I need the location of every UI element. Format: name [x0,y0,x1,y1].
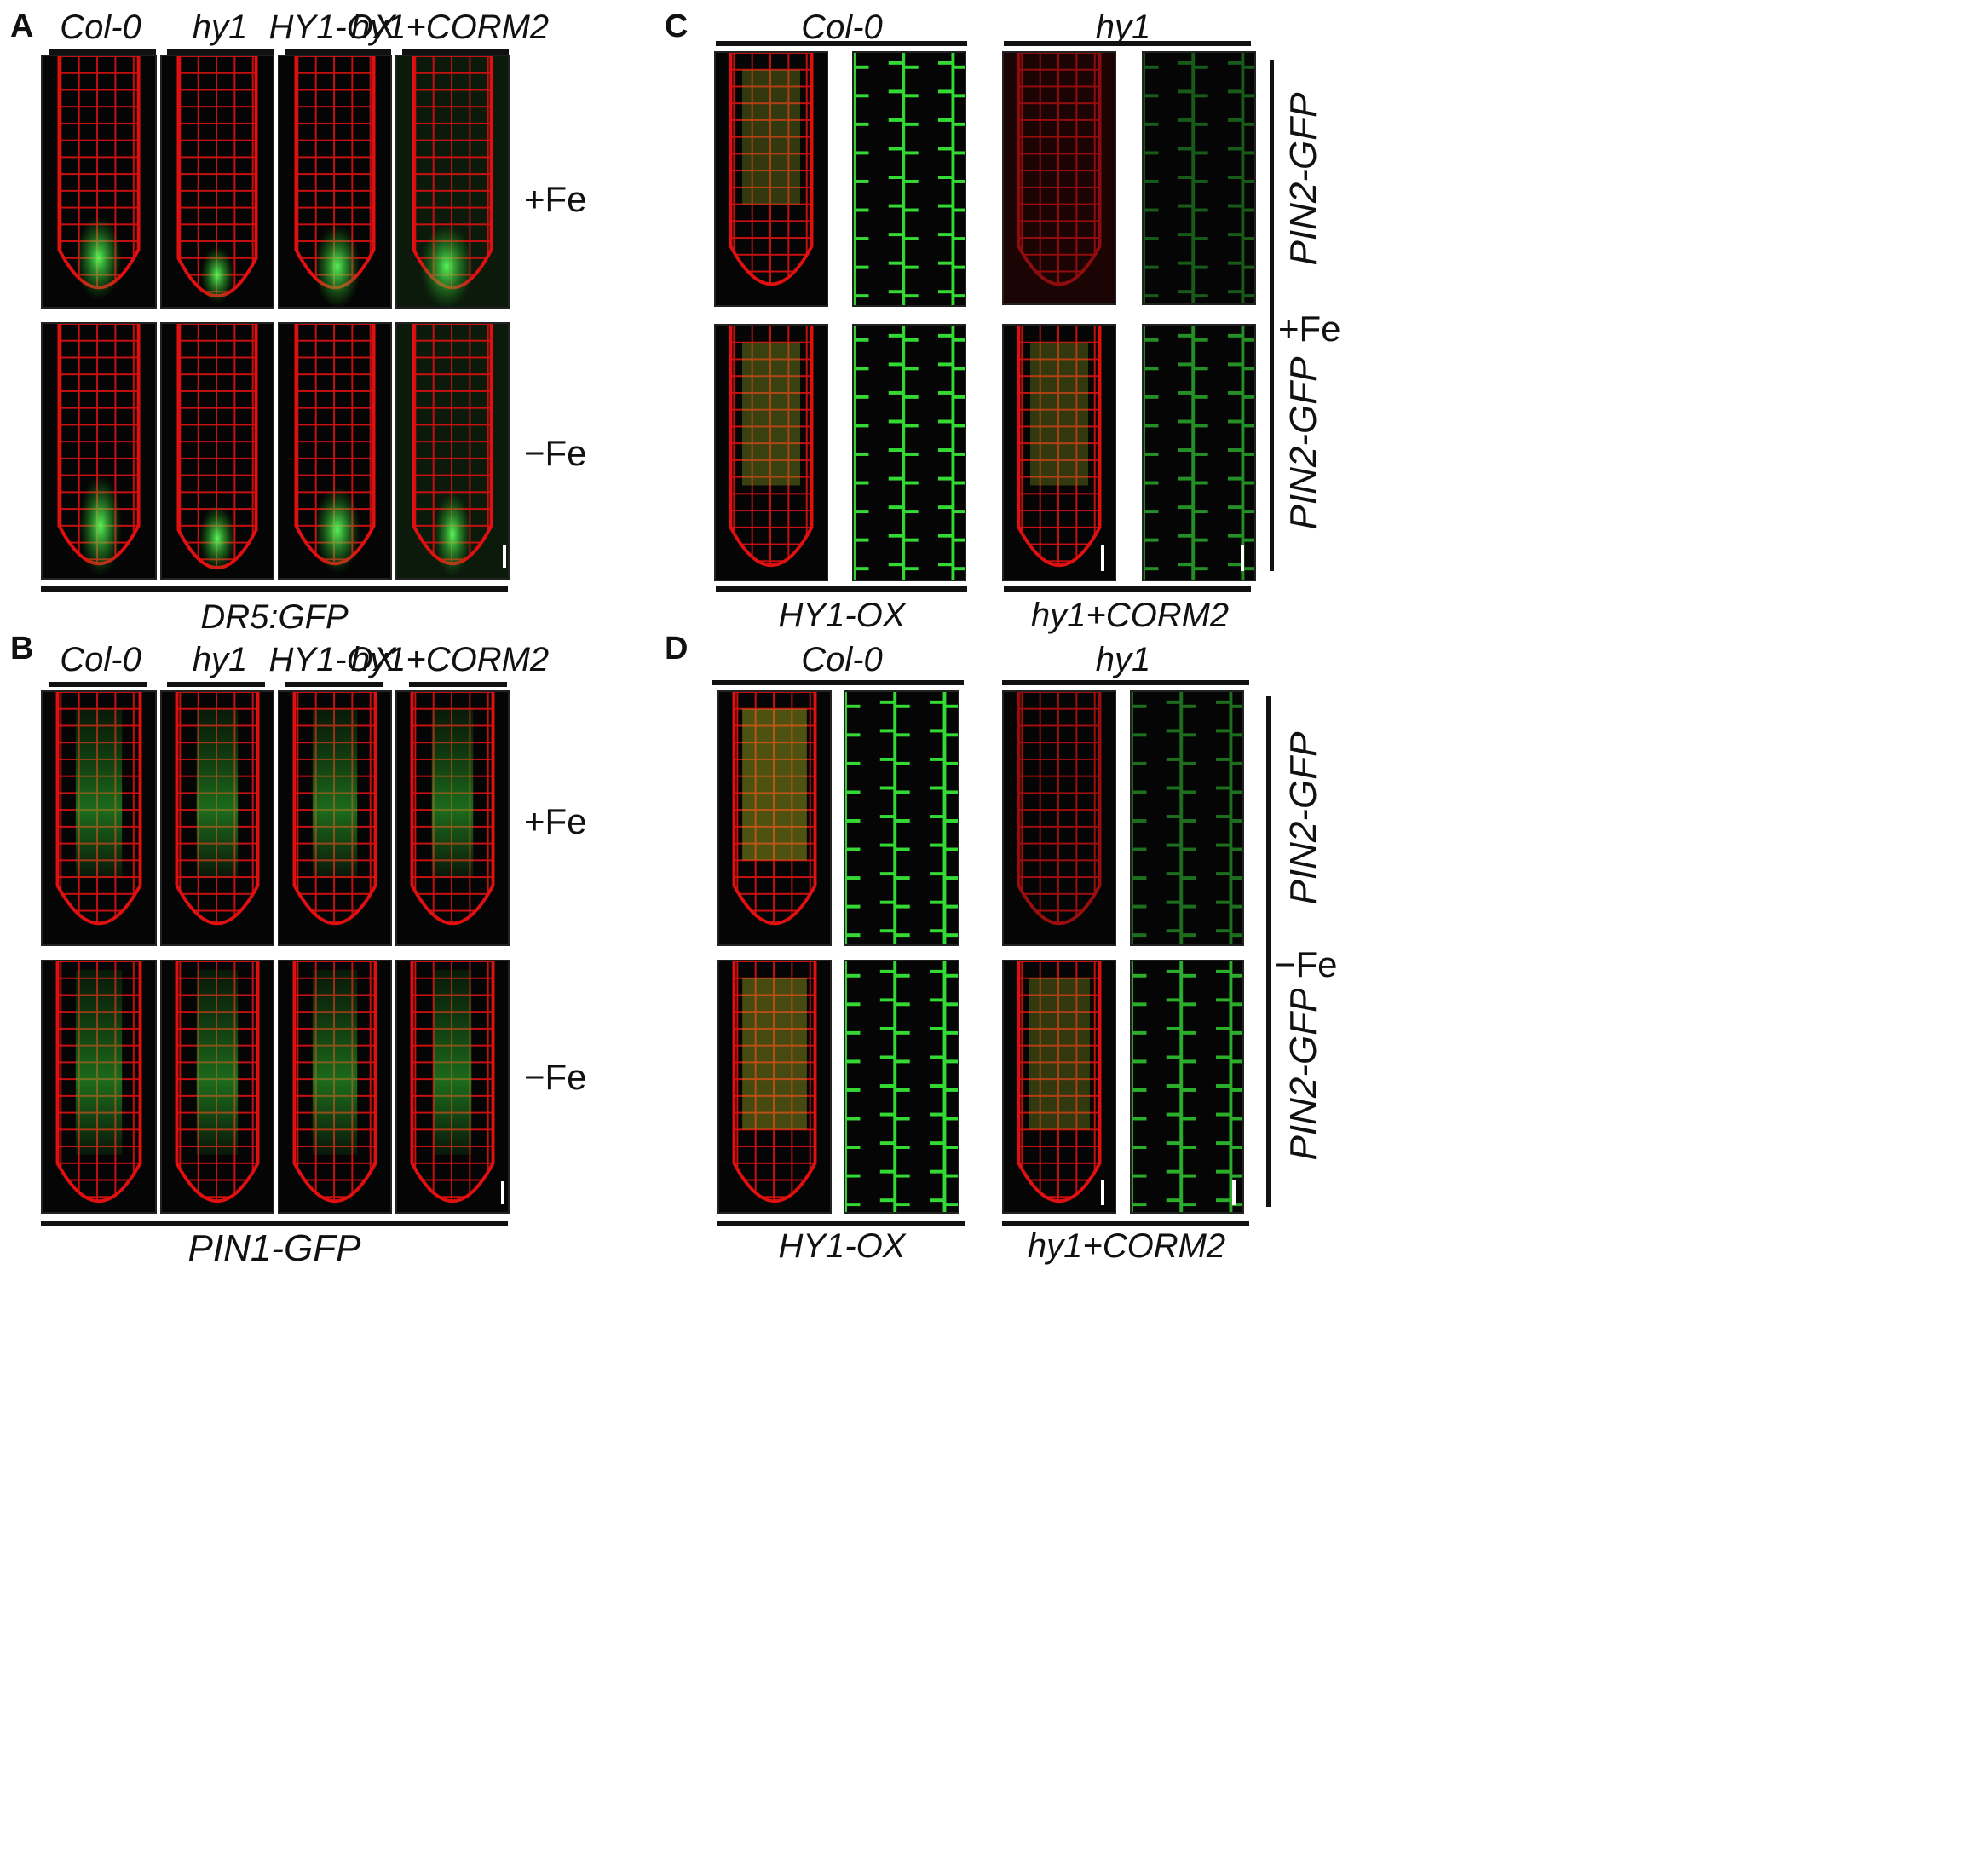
genotype-bar [402,49,509,55]
panel-letter-b: B [10,631,34,667]
gfp-zoom-image [844,690,959,946]
gfp-zoom-image [852,51,966,307]
root-image [714,324,828,581]
root-image [278,322,392,580]
genotype-label-hy1-ox: HY1-OX [268,9,396,46]
gfp-zoom-image [1142,51,1256,305]
condition-label-plus-fe: +Fe [1278,305,1341,353]
scale-bar [501,1181,504,1204]
genotype-label-col0: Col-0 [801,641,883,678]
root-image [395,55,510,309]
condition-label-minus-fe: −Fe [1275,941,1338,989]
root-image [1002,51,1116,305]
side-label-pin2-gfp: PIN2-GFP [1282,987,1324,1161]
gfp-zoom-image [844,960,959,1214]
root-image [1002,960,1116,1214]
genotype-label-hy1: hy1 [1095,9,1151,46]
condition-label-minus-fe: −Fe [524,1057,587,1097]
side-label-pin2-gfp: PIN2-GFP [1282,731,1324,905]
genotype-bar [712,680,964,685]
genotype-label-hy1-ox: HY1-OX [778,597,906,634]
condition-label-plus-fe: +Fe [524,179,587,219]
root-image [1002,324,1116,581]
genotype-bar [716,586,967,592]
genotype-bar [1004,586,1251,592]
genotype-bar [716,41,967,46]
genotype-bar [49,49,156,55]
side-label-pin2-gfp: PIN2-GFP [1282,356,1324,530]
scale-bar [1232,1180,1236,1205]
side-bracket [1266,696,1271,1207]
marker-bar [41,586,508,592]
genotype-bar [167,682,265,687]
root-image [278,55,392,309]
scale-bar [1101,545,1104,571]
scale-bar [1101,1180,1104,1205]
panel-letter-c: C [665,9,689,44]
genotype-label-col0: Col-0 [60,641,141,678]
marker-label: PIN1-GFP [187,1227,361,1269]
marker-label: DR5:GFP [200,598,349,636]
gfp-zoom-image [1130,690,1244,946]
genotype-bar [285,49,391,55]
root-image [395,960,510,1214]
genotype-label-hy1-corm2: hy1+CORM2 [350,641,550,678]
root-image [395,322,510,580]
root-image [717,690,832,946]
side-bracket [1270,60,1274,571]
root-image [395,690,510,946]
gfp-zoom-image [1130,960,1244,1214]
genotype-label-hy1-corm2: hy1+CORM2 [1027,1227,1226,1265]
root-image [160,960,274,1214]
gfp-zoom-image [852,324,966,581]
root-image [41,55,157,309]
genotype-label-hy1: hy1 [192,9,248,46]
genotype-bar [1002,680,1249,685]
panel-letter-d: D [665,631,689,667]
root-image [160,322,274,580]
condition-label-minus-fe: −Fe [524,433,587,473]
root-image [278,690,392,946]
genotype-label-hy1-ox: HY1-OX [268,641,396,678]
genotype-bar [49,682,147,687]
root-image [717,960,832,1214]
genotype-label-hy1: hy1 [192,641,248,678]
panel-letter-a: A [10,9,34,44]
genotype-bar [409,682,507,687]
root-image [160,690,274,946]
root-image [41,960,157,1214]
genotype-label-hy1: hy1 [1095,641,1151,678]
marker-bar [41,1221,508,1226]
side-label-pin2-gfp: PIN2-GFP [1282,92,1324,266]
root-image [714,51,828,307]
root-image [160,55,274,309]
scale-bar [1241,545,1244,571]
root-image [278,960,392,1214]
genotype-label-hy1-ox: HY1-OX [778,1227,906,1265]
root-image [41,690,157,946]
genotype-label-hy1-corm2: hy1+CORM2 [350,9,550,46]
scale-bar [503,545,506,568]
genotype-bar [1004,41,1251,46]
genotype-bar [167,49,274,55]
condition-label-plus-fe: +Fe [524,801,587,841]
gfp-zoom-image [1142,324,1256,581]
genotype-bar [717,1221,965,1226]
genotype-bar [1002,1221,1249,1226]
genotype-label-hy1-corm2: hy1+CORM2 [1030,597,1230,634]
genotype-label-col0: Col-0 [801,9,883,46]
root-image [41,322,157,580]
genotype-label-col0: Col-0 [60,9,141,46]
genotype-bar [285,682,383,687]
root-image [1002,690,1116,946]
